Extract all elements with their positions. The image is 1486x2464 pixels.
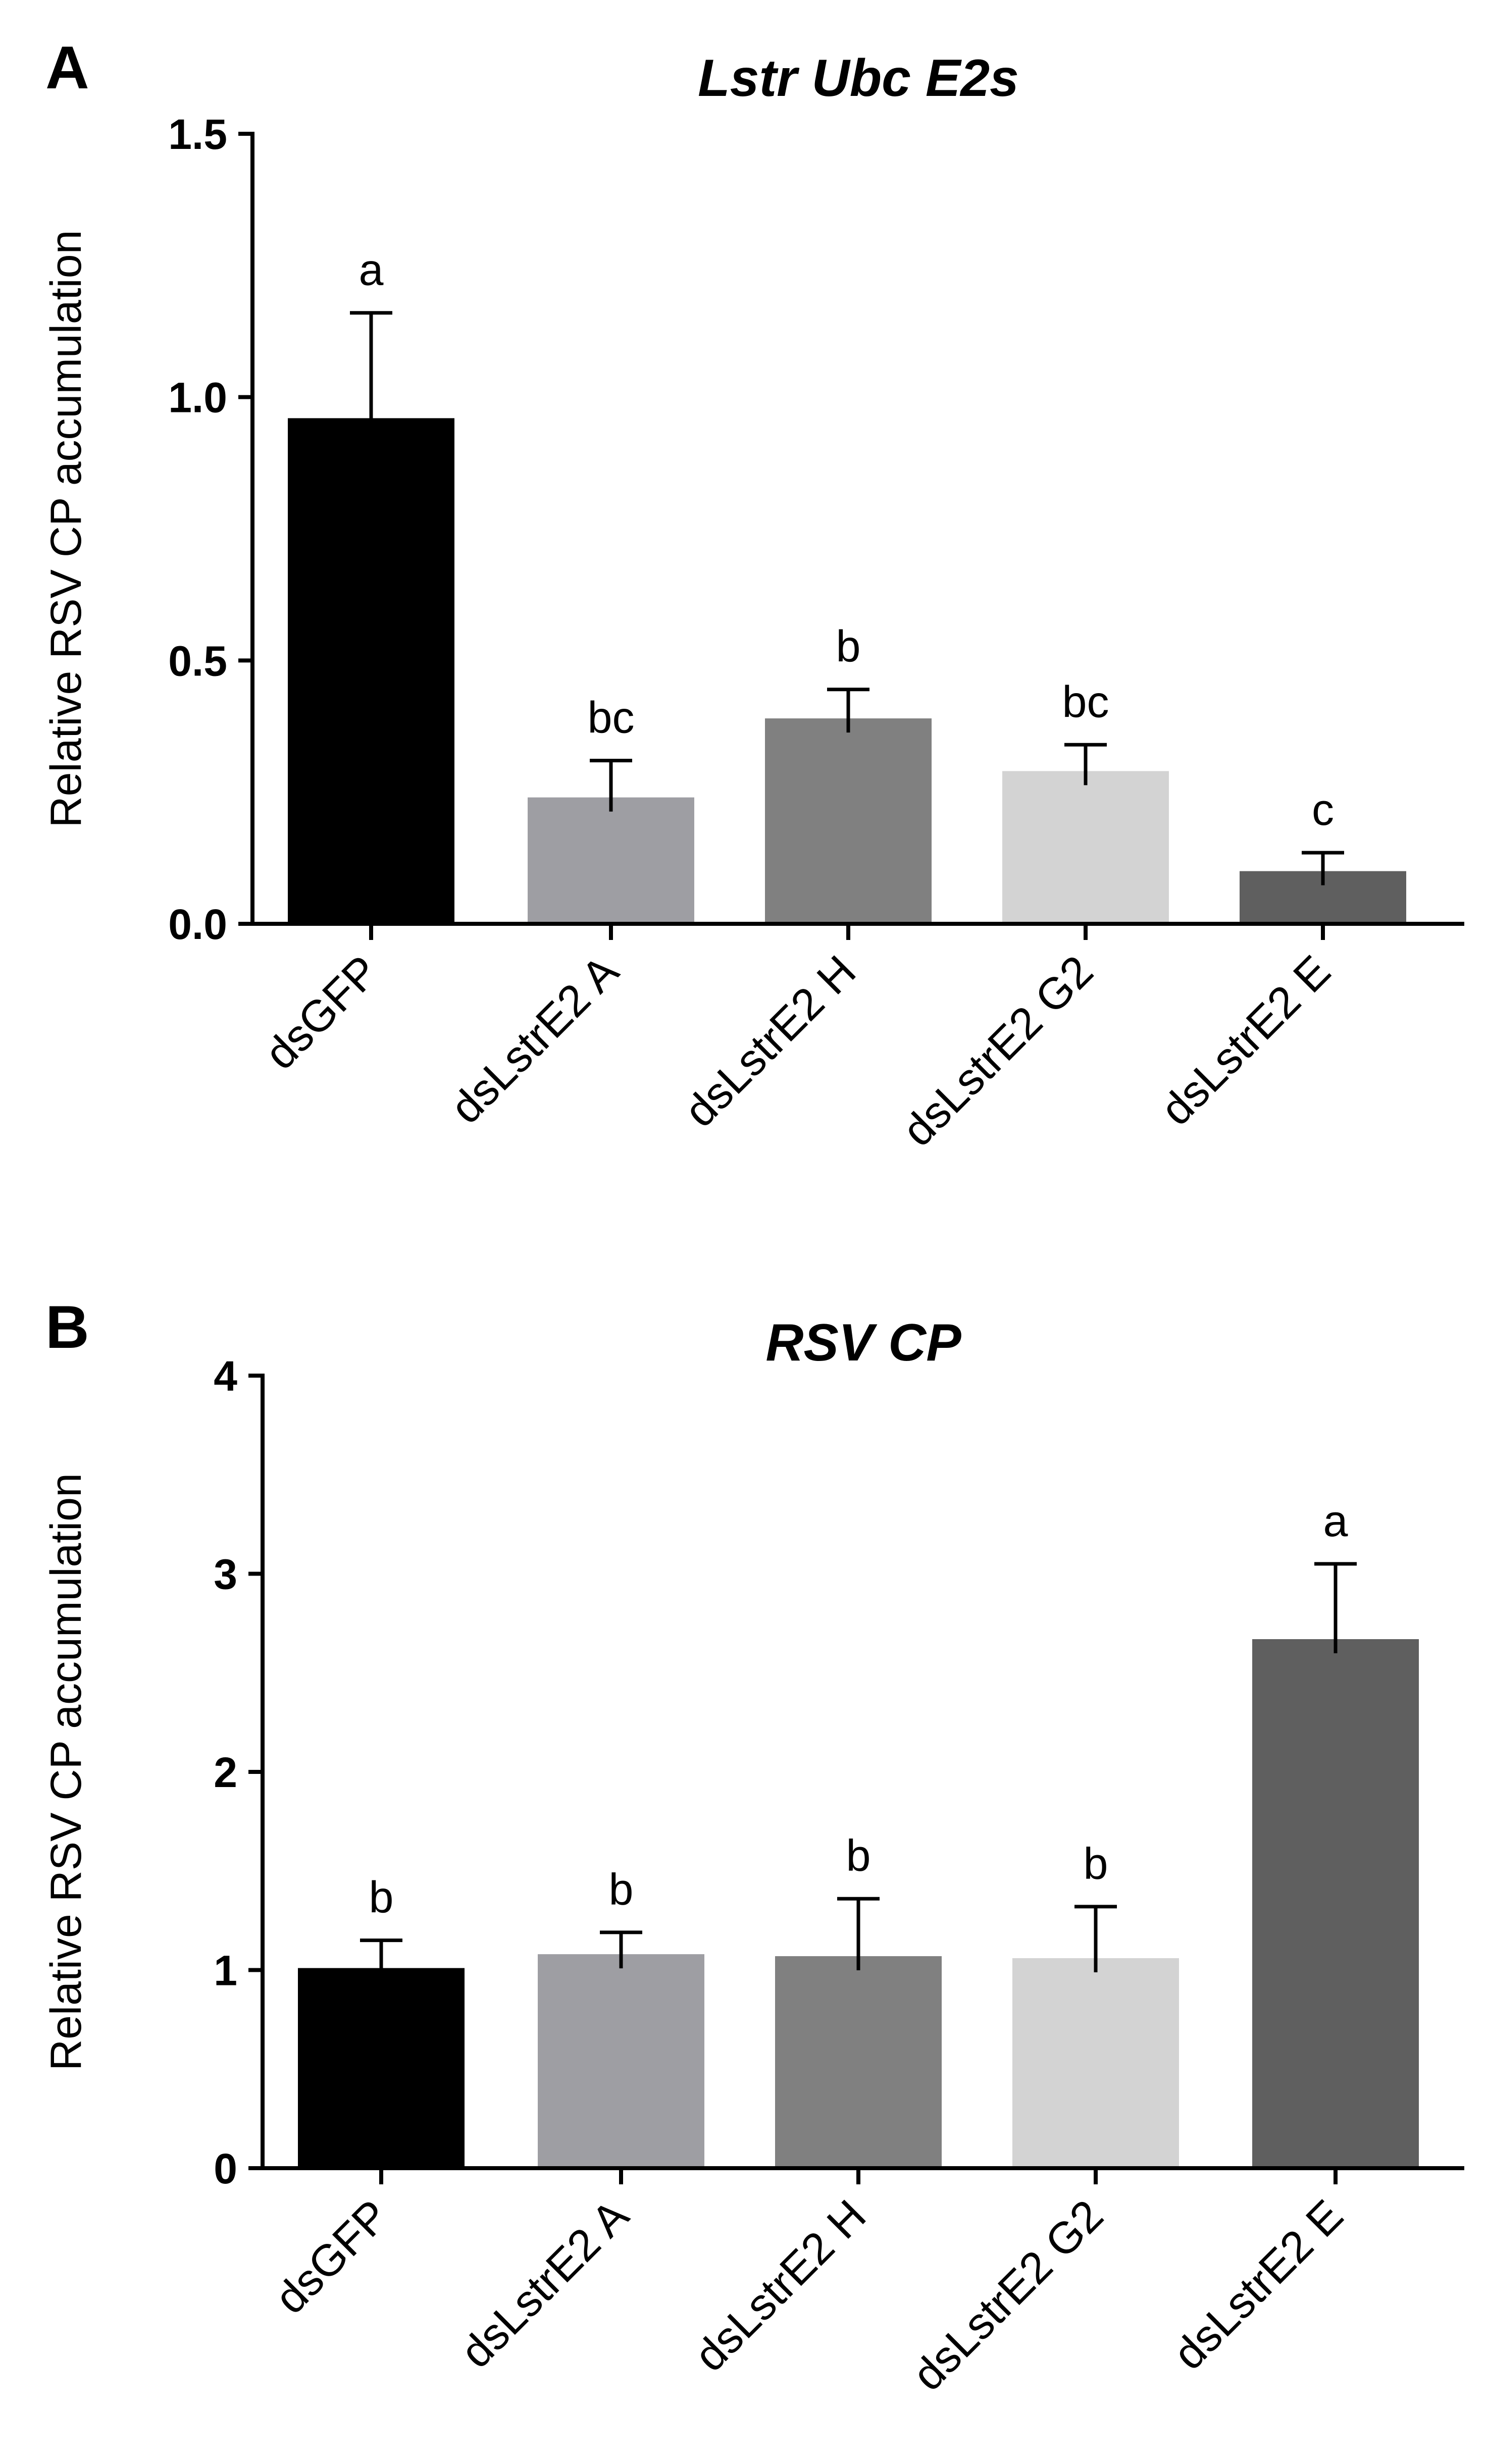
panel-b-significance-label-5: a — [1323, 1496, 1348, 1546]
panel-b-y-axis-label: Relative RSV CP accumulation — [42, 1473, 90, 2071]
panel-b: B RSV CP Relative RSV CP accumulation b b b b a… — [42, 1293, 1464, 2400]
panel-a-significance-label-1: a — [359, 245, 384, 295]
panel-a-x-tick-label-5: dsLstrE2 E — [1151, 946, 1340, 1134]
panel-a-y-tick-label-4: 1.5 — [168, 111, 227, 158]
panel-b-significance-label-4: b — [1084, 1839, 1108, 1889]
panel-b-y-tick-label-5: 4 — [214, 1352, 237, 1400]
panel-a-significance-label-4: bc — [1062, 676, 1109, 726]
panel-a-significance-label-5: c — [1312, 784, 1334, 834]
panel-b-y-tick-label-4: 3 — [214, 1551, 237, 1598]
panel-a-y-tick-label-1: 0.0 — [168, 901, 227, 948]
panel-b-y-tick-label-1: 0 — [214, 2145, 237, 2192]
panel-a: A Lstr Ubc E2s Relative RSV CP accumulatio… — [42, 34, 1464, 1156]
panel-a-significance-label-3: b — [836, 621, 861, 671]
panel-a-significance-label-2: bc — [588, 693, 635, 743]
panel-a-x-tick-label-3: dsLstrE2 H — [675, 946, 865, 1136]
panel-b-y-tick-label-2: 1 — [214, 1947, 237, 1995]
panel-b-bar-1 — [298, 1968, 465, 2168]
panel-b-significance-label-1: b — [369, 1872, 394, 1922]
panel-a-bar-3 — [765, 718, 932, 924]
panel-b-bar-5 — [1252, 1639, 1419, 2168]
panel-b-x-tick-label-1: dsGFP — [265, 2190, 398, 2323]
panel-b-x-tick-label-2: dsLstrE2 A — [451, 2190, 638, 2377]
panel-b-x-tick-label-5: dsLstrE2 E — [1163, 2190, 1352, 2379]
panel-b-letter: B — [45, 1293, 89, 1361]
panel-b-bar-2 — [538, 1954, 704, 2168]
panel-b-title: RSV CP — [765, 1314, 961, 1372]
panel-a-letter: A — [45, 34, 89, 101]
panel-a-y-axis-label: Relative RSV CP accumulation — [42, 230, 90, 828]
panel-b-x-tick-label-3: dsLstrE2 H — [685, 2190, 876, 2381]
panel-b-significance-label-2: b — [609, 1864, 634, 1914]
panel-a-x-tick-label-4: dsLstrE2 G2 — [893, 946, 1103, 1156]
panel-a-x-tick-label-2: dsLstrE2 A — [441, 946, 628, 1133]
panel-a-bar-4 — [1002, 771, 1169, 924]
panel-b-x-tick-label-4: dsLstrE2 G2 — [903, 2190, 1113, 2400]
panel-a-x-tick-label-1: dsGFP — [255, 946, 388, 1079]
panel-b-significance-label-3: b — [846, 1830, 871, 1880]
panel-a-y-tick-label-2: 0.5 — [168, 637, 227, 685]
panel-a-bar-1 — [288, 418, 454, 924]
panel-a-bar-2 — [528, 797, 694, 924]
panel-b-bar-3 — [775, 1956, 942, 2168]
panel-a-y-tick-label-3: 1.0 — [168, 374, 227, 422]
panel-b-y-tick-label-3: 2 — [214, 1749, 237, 1796]
panel-b-bar-4 — [1012, 1958, 1179, 2168]
panel-a-title: Lstr Ubc E2s — [698, 49, 1019, 108]
